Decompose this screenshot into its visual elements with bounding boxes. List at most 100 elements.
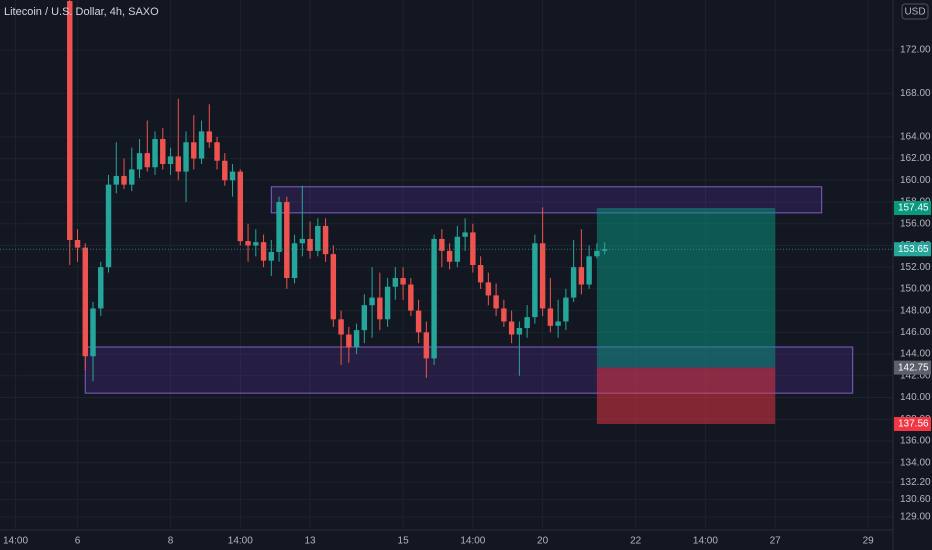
y-tick-label: 142.00 [900, 370, 931, 381]
candle-body [198, 131, 205, 159]
y-tick-label: 146.00 [900, 327, 931, 338]
candle-body [167, 156, 174, 164]
y-tick-label: 130.60 [900, 494, 931, 505]
candle-body [214, 142, 220, 161]
candle-body [555, 321, 561, 326]
candle-body [539, 243, 546, 309]
candle-body [578, 267, 585, 285]
y-tick-label: 162.00 [900, 153, 931, 164]
y-tick-label: 152.00 [900, 262, 931, 273]
candle-body [237, 171, 244, 242]
candle-body [377, 297, 383, 320]
currency: USD [904, 7, 925, 18]
candle-body [268, 251, 275, 261]
candle-body [501, 308, 507, 322]
candle-body [524, 317, 530, 328]
currency-badge[interactable] [901, 3, 929, 20]
candle-body [315, 225, 321, 251]
y-tick-label: 129.00 [900, 512, 931, 523]
axes: 172.00168.00164.00162.00160.00158.00156.… [3, 45, 931, 547]
candle-body [547, 308, 554, 326]
candle-body [439, 238, 445, 251]
y-tick-label: 136.00 [900, 436, 931, 447]
x-tick-label: 27 [770, 536, 782, 547]
price-badge-label: 157.45 [898, 203, 929, 214]
candle-body [175, 156, 182, 172]
x-tick-label: 20 [537, 536, 549, 547]
candle-body [206, 131, 213, 143]
candle-body [423, 332, 430, 359]
candle-body [82, 247, 88, 357]
candles [0, 0, 893, 382]
candle-body [276, 202, 282, 252]
x-tick-label: 29 [863, 536, 875, 547]
candle-body [129, 169, 135, 185]
y-tick-label: 140.00 [900, 392, 931, 403]
x-tick-label: 22 [630, 536, 642, 547]
candle-body [594, 250, 600, 257]
candle-body [508, 321, 515, 335]
candle-body [477, 265, 484, 283]
x-tick-label: 14:00 [3, 536, 28, 547]
price-badge [894, 200, 931, 215]
candle-body [330, 254, 337, 320]
candle-body [121, 175, 127, 185]
candle-body [586, 256, 592, 285]
candle-body [191, 142, 197, 159]
candle-body [291, 243, 298, 279]
candle-body [493, 295, 499, 309]
candle-body [361, 305, 368, 331]
price-badge [894, 417, 931, 431]
x-tick-label: 8 [168, 536, 174, 547]
y-tick-label: 144.00 [900, 349, 931, 360]
candle-body [408, 284, 414, 311]
x-tick-label: 13 [305, 536, 317, 547]
candle-body [532, 243, 538, 318]
profit-area [596, 207, 776, 368]
loss-area [596, 367, 776, 424]
candle-body [485, 282, 492, 296]
y-tick-label: 134.00 [900, 457, 931, 468]
candle-body [90, 308, 96, 357]
candle-body [431, 238, 437, 359]
y-tick-label: 150.00 [900, 284, 931, 295]
x-tick-label: 6 [75, 536, 81, 547]
candle-body [400, 278, 406, 285]
candle-body [338, 319, 344, 335]
candle-body [144, 153, 150, 168]
x-tick-label: 14:00 [693, 536, 718, 547]
candle-body [454, 236, 461, 262]
candle-body [570, 267, 577, 298]
drawings [84, 186, 854, 424]
price-axis [893, 0, 932, 550]
price-badge [894, 242, 931, 257]
candle-body [322, 225, 329, 255]
price-badge [894, 360, 931, 375]
y-tick-label: 164.00 [900, 131, 931, 142]
candle-body [74, 240, 81, 248]
y-tick-label: 160.00 [900, 175, 931, 186]
candle-body [392, 278, 399, 287]
candle-body [516, 327, 523, 335]
candle-body [369, 297, 375, 306]
candle-body [229, 171, 236, 181]
candle-body [307, 238, 313, 251]
y-tick-label: 172.00 [900, 45, 931, 56]
y-tick-label: 168.00 [900, 88, 931, 99]
candle-body [601, 249, 608, 251]
candle-body [415, 310, 422, 333]
price-badge-label: 153.65 [898, 244, 929, 255]
x-tick-label: 15 [398, 536, 410, 547]
candle-body [113, 175, 119, 185]
candle-body [446, 250, 453, 262]
candle-body [384, 286, 391, 320]
candle-body [299, 238, 306, 244]
candle-body [245, 241, 251, 246]
candle-body [98, 267, 104, 309]
price-badge-label: 142.75 [898, 362, 929, 373]
y-tick-label: 156.00 [900, 218, 931, 229]
candle-body [260, 242, 267, 261]
candle-body [222, 160, 228, 181]
chart-title: Litecoin / U.S. Dollar, 4h, SAXO [4, 6, 159, 18]
